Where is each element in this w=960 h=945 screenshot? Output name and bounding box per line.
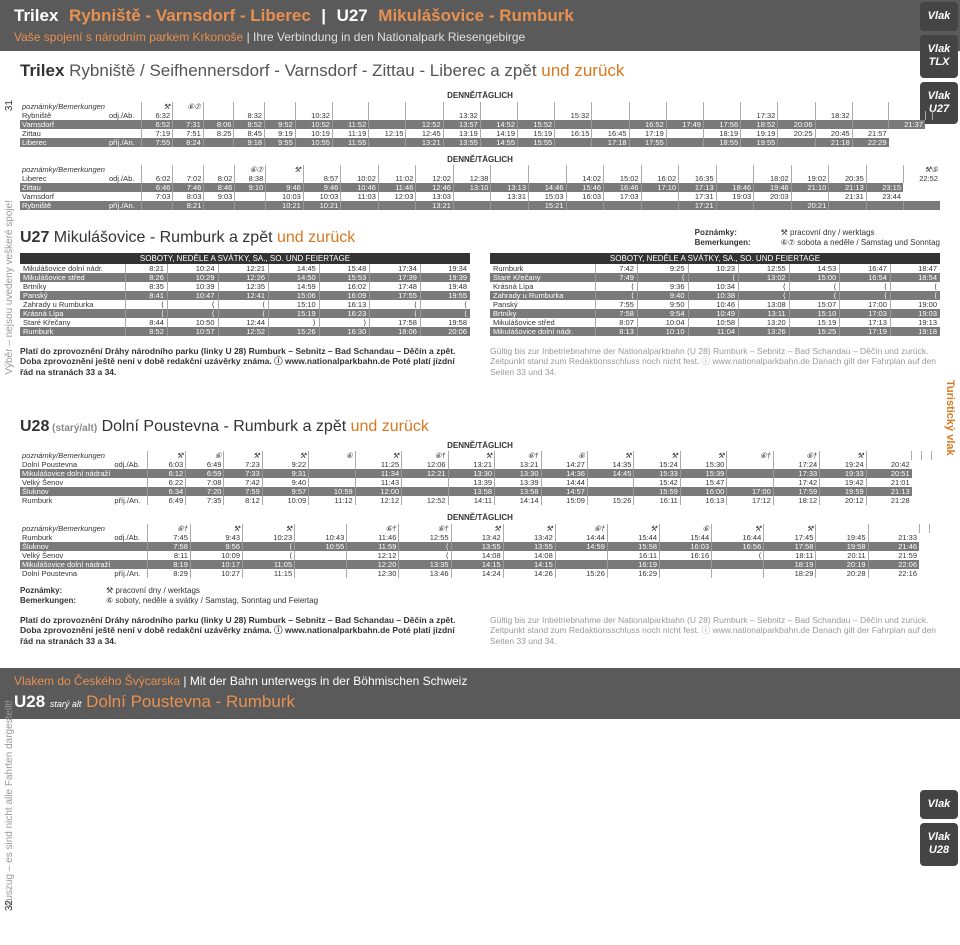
timetable-3: poznámky/Bemerkungen⚒⑥⚒⚒⑥⚒⑥†⚒⑥†⑥⚒⚒⚒⑥†⑥†⚒…: [20, 451, 940, 505]
u27-mid: Mikulášovice - Rumburk a zpět: [49, 229, 272, 246]
badge: Vlak U28: [920, 823, 958, 865]
timetable-1: poznámky/Bemerkungen⚒⑥⑦Rybništěodj./Ab.6…: [20, 102, 940, 147]
footer-u28: U28: [14, 692, 45, 711]
note-box-1: Platí do zprovoznění Dráhy národního par…: [20, 346, 940, 377]
u27-table-b: Rumburk7:429:2510:2312:5514:5316:4718:47…: [490, 264, 940, 336]
header-pipe: |: [321, 6, 326, 25]
footer-route: Dolní Poustevna - Rumburk: [86, 692, 295, 711]
header-route2: Mikulášovice - Rumburk: [378, 6, 574, 25]
page-num-left2: 32: [4, 900, 16, 911]
daily-label: DENNĚ/TÄGLICH: [20, 513, 940, 523]
header-route1: Rybniště - Varnsdorf - Liberec: [69, 6, 311, 25]
u28-orange: und zurück: [346, 418, 429, 435]
note-cz: Platí do zprovoznění Dráhy národního par…: [20, 346, 470, 377]
daily-label: DENNĚ/TÄGLICH: [20, 155, 940, 165]
daily-label: DENNĚ/TÄGLICH: [20, 91, 940, 101]
u28-title: U28 (starý/alt) Dolní Poustevna - Rumbur…: [20, 417, 940, 436]
header: Trilex Rybniště - Varnsdorf - Liberec | …: [0, 0, 960, 51]
header-sub-de: Ihre Verbindung in den Nationalpark Ries…: [253, 30, 525, 44]
footer-de: Mit der Bahn unterwegs in der Böhmischen…: [190, 674, 467, 688]
note-box-2: Platí do zprovoznění Dráhy národního par…: [20, 615, 940, 646]
note-cz: Platí do zprovoznění Dráhy národního par…: [20, 615, 470, 646]
footer-alt: starý alt: [50, 699, 82, 709]
timetable-4: poznámky/Bemerkungen⑥†⚒⚒⑥†⑥†⚒⚒⑥†⚒⑥⚒⚒Rumb…: [20, 524, 940, 578]
u28-mid: Dolní Poustevna - Rumburk a zpět: [97, 418, 346, 435]
note-de: Gültig bis zur Inbetriebnahme der Nation…: [490, 615, 940, 646]
section-title-1: Trilex Rybniště / Seifhennersdorf - Varn…: [20, 61, 940, 81]
legend-box-2: Poznámky: Bemerkungen: ⚒ pracovní dny / …: [20, 586, 940, 605]
u27-table-a: Mikulášovice dolní nádr.8:2110:2412:2114…: [20, 264, 470, 336]
note-de: Gültig bis zur Inbetriebnahme der Nation…: [490, 346, 940, 377]
header-trilex: Trilex: [14, 6, 58, 25]
u28-alt: (starý/alt): [49, 423, 97, 434]
footer-cz: Vlakem do Českého Švýcarska: [14, 674, 180, 688]
header-u27: U27: [337, 6, 368, 25]
t1-orange: und zurück: [537, 61, 625, 80]
footer: Vlakem do Českého Švýcarska | Mit der Ba…: [0, 668, 960, 719]
legend-val: ⚒ pracovní dny / werktags: [781, 228, 940, 238]
sat-header: SOBOTY, NEDĚLE A SVÁTKY, SA., SO. UND FE…: [20, 253, 470, 265]
main-content: Trilex Rybniště / Seifhennersdorf - Varn…: [0, 51, 960, 656]
legend-label: Poznámky:: [695, 228, 737, 237]
badge: Vlak: [920, 790, 958, 819]
u27-tables: SOBOTY, NEDĚLE A SVÁTKY, SA., SO. UND FE…: [20, 253, 940, 337]
u28-bold: U28: [20, 418, 49, 435]
t1-bold: Trilex: [20, 61, 64, 80]
badge-column-2: Vlak Vlak U28: [920, 790, 958, 866]
daily-label: DENNĚ/TÄGLICH: [20, 441, 940, 451]
legend-box: Poznámky: Bemerkungen: ⚒ pracovní dny / …: [695, 228, 940, 247]
side-text-left2: Auszug – es sind nicht alle Fahrten darg…: [4, 700, 16, 907]
u27-title: U27 Mikulášovice - Rumburk a zpět und zu…: [20, 228, 355, 247]
u27-orange: und zurück: [273, 229, 356, 246]
legend-val: ⑥ soboty, neděle a svátky / Samstag, Son…: [106, 596, 318, 606]
legend-label: Bemerkungen:: [695, 238, 751, 247]
legend-val: ⑥⑦ sobota a neděle / Samstag und Sonntag: [781, 238, 940, 248]
u27-bold: U27: [20, 229, 49, 246]
timetable-2: poznámky/Bemerkungen⑥⑦⚒⚒⑤Liberecodj./Ab.…: [20, 165, 940, 210]
badge: Vlak: [920, 2, 958, 31]
sat-header: SOBOTY, NEDĚLE A SVÁTKY, SA., SO. UND FE…: [490, 253, 940, 265]
legend-val: ⚒ pracovní dny / werktags: [106, 586, 318, 596]
t1-mid: Rybniště / Seifhennersdorf - Varnsdorf -…: [64, 61, 536, 80]
header-sub-cz: Vaše spojení s národním parkem Krkonoše: [14, 30, 243, 44]
legend-label: Poznámky:: [20, 586, 62, 595]
legend-label: Bemerkungen:: [20, 596, 76, 605]
